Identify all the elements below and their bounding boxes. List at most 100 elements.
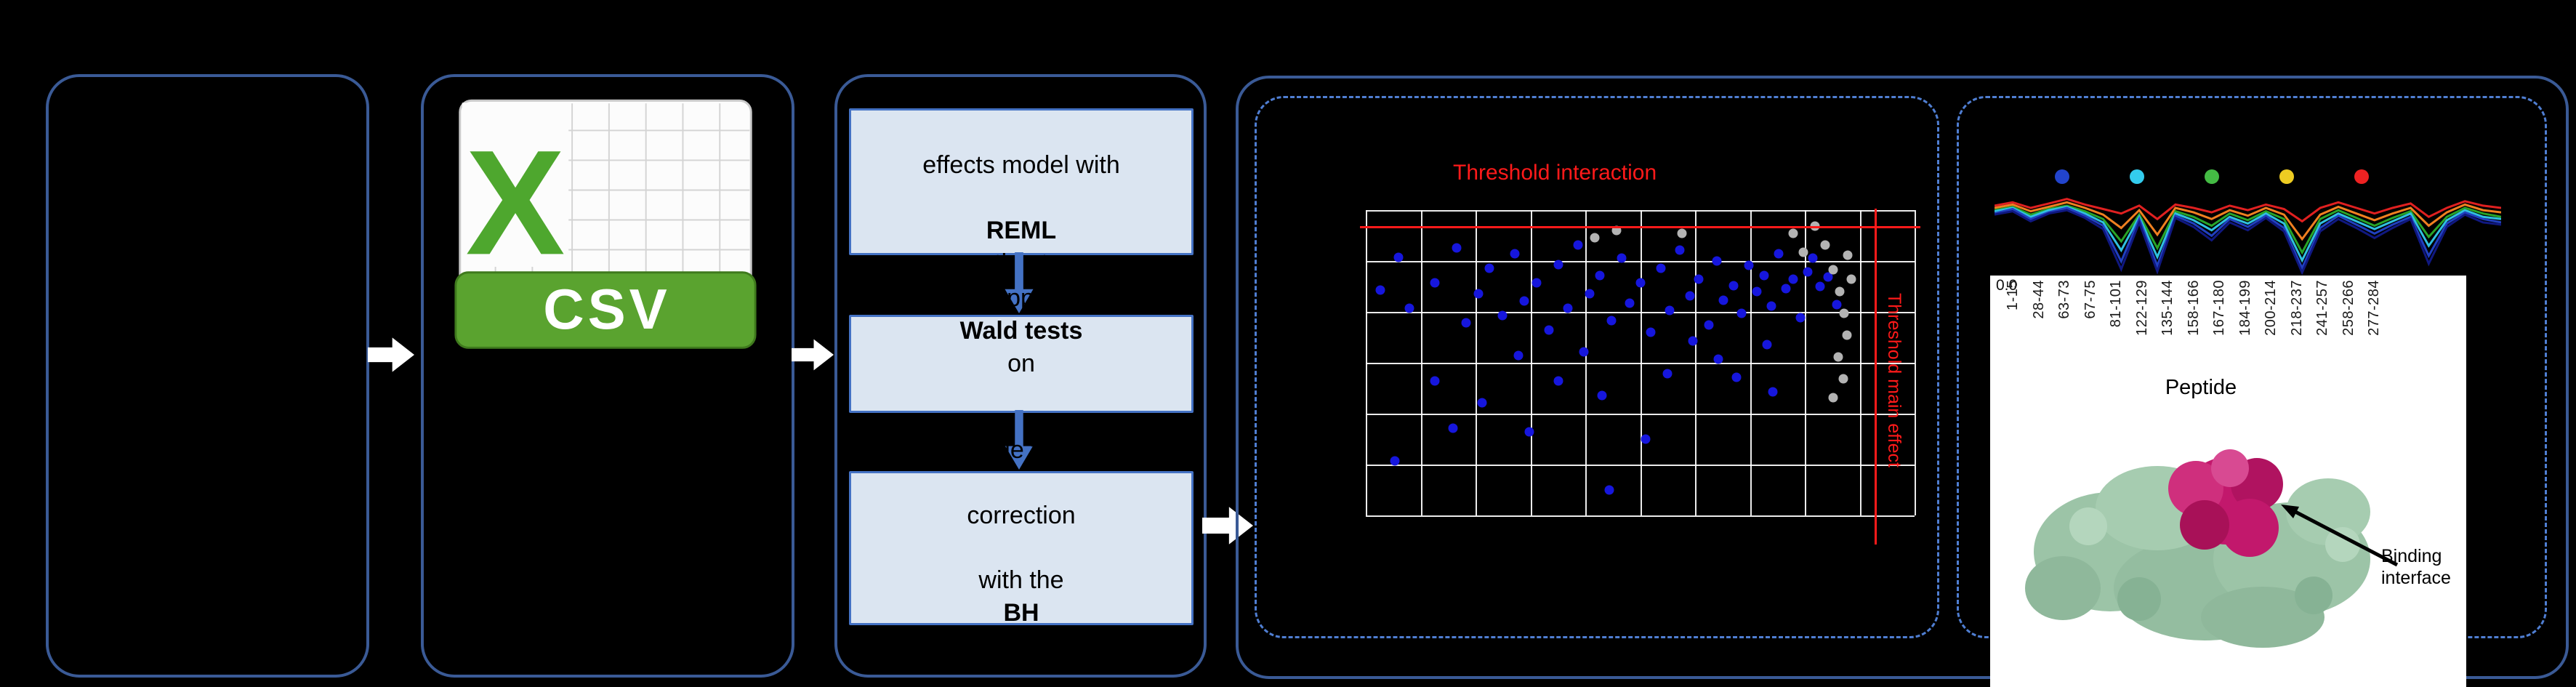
threshold-main-label: Threshold main effect	[1884, 293, 1904, 467]
scatter-point-blue	[1781, 284, 1791, 294]
scatter-point-blue	[1510, 249, 1520, 259]
scatter-point-blue	[1656, 263, 1666, 273]
scatter-point-blue	[1788, 274, 1798, 284]
scatter-point-blue	[1477, 398, 1487, 408]
peptide-tick-label: 67-75	[2082, 280, 2098, 319]
profile-line-red	[1995, 198, 2501, 223]
scatter-point-blue	[1553, 376, 1563, 386]
scatter-point-blue	[1675, 245, 1685, 255]
profile-line-blue	[1995, 206, 2501, 271]
scatter-point-blue	[1579, 347, 1589, 357]
scatter-point-gray	[1843, 250, 1853, 260]
panel-csv-input: X CSV	[421, 74, 794, 678]
threshold-line-interaction	[1360, 226, 1920, 228]
scatter-point-blue	[1404, 303, 1414, 313]
scatter-point-blue	[1718, 295, 1728, 305]
peptide-tick-label: 200-214	[2263, 280, 2279, 336]
gridline	[1366, 260, 1915, 262]
scatter-point-blue	[1606, 316, 1617, 326]
scatter-point-blue	[1604, 485, 1614, 495]
scatter-point-blue	[1688, 336, 1698, 346]
y-axis-tick: 0.0	[1996, 277, 2018, 294]
gridline	[1366, 465, 1915, 466]
step-box-reml: Fit a linear mixed-effects model with REM…	[849, 86, 1194, 277]
scatter-point-blue	[1803, 267, 1813, 277]
legend-dot	[2130, 169, 2144, 184]
scatter-point-blue	[1585, 289, 1595, 299]
scatter-point-blue	[1662, 369, 1673, 379]
legend-dot	[2279, 169, 2294, 184]
scatter-point-blue	[1563, 303, 1573, 313]
peptide-axis-label: Peptide	[2165, 376, 2237, 399]
peptide-tick-label: 277-284	[2366, 280, 2382, 336]
scatter-point-blue	[1544, 325, 1554, 335]
scatter-point-blue	[1393, 252, 1404, 262]
csv-banner	[454, 271, 757, 349]
csv-banner-label: CSV	[543, 277, 670, 341]
profile-line-chart	[1995, 198, 2501, 276]
scatter-point-gray	[1820, 240, 1830, 250]
scatter-point-blue	[1685, 291, 1695, 301]
scatter-point-blue	[1832, 300, 1842, 310]
profile-legend	[2055, 169, 2369, 184]
peptide-tick-label: 28-44	[2030, 280, 2047, 319]
scatter-point-blue	[1744, 260, 1754, 270]
gridline	[1366, 515, 1915, 517]
scatter-point-blue	[1712, 256, 1722, 266]
gridline	[1366, 210, 1915, 212]
protein-structure-image	[2025, 449, 2370, 648]
scatter-point-blue	[1768, 387, 1778, 397]
peptide-tick-label: 241-257	[2314, 280, 2330, 336]
scatter-point-gray	[1590, 233, 1600, 243]
flow-arrow-right-icon	[368, 337, 414, 372]
scatter-point-blue	[1728, 281, 1739, 291]
profile-line-cyan	[1995, 205, 2501, 263]
scatter-point-blue	[1713, 354, 1723, 364]
scatter-point-blue	[1704, 320, 1714, 330]
scatter-point-gray	[1788, 228, 1798, 238]
scatter-point-gray	[1846, 274, 1856, 284]
peptide-tick-label: 63-73	[2056, 280, 2072, 319]
scatter-point-gray	[1828, 265, 1838, 275]
scatter-point-blue	[1524, 427, 1534, 437]
scatter-point-gray	[1839, 308, 1849, 318]
peptide-tick-label: 81-101	[2108, 280, 2124, 328]
scatter-point-gray	[1798, 247, 1808, 257]
scatter-point-blue	[1595, 270, 1605, 281]
flow-arrow-right-icon	[1202, 507, 1253, 545]
scatter-point-blue	[1635, 278, 1646, 288]
panel-step-1	[46, 74, 369, 678]
peptide-tick-label: 158-166	[2185, 280, 2202, 336]
panel-statistics-steps: Fit a linear mixed-effects model with REM…	[834, 74, 1207, 678]
threshold-line-main	[1875, 209, 1877, 545]
scatter-point-blue	[1823, 272, 1833, 282]
peptide-figure-box: 0.0 1-15 28-44 63-73 67-75 81-101 122-129 135-…	[1990, 276, 2466, 687]
flow-arrow-down-icon	[1005, 252, 1034, 313]
step-box-bh: Multiple testing correction with the BH pr…	[849, 436, 1194, 659]
peptide-tick-label: 258-266	[2340, 280, 2356, 336]
scatter-point-blue	[1808, 253, 1818, 263]
peptide-tick-label: 184-199	[2237, 280, 2253, 336]
legend-dot	[2055, 169, 2069, 184]
scatter-point-blue	[1736, 308, 1747, 318]
peptide-tick-label: 122-129	[2133, 280, 2150, 336]
csv-file-icon: X CSV	[454, 99, 757, 349]
scatter-point-blue	[1448, 423, 1458, 433]
scatter-point-blue	[1694, 274, 1704, 284]
scatter-point-blue	[1641, 434, 1651, 444]
scatter-point-gray	[1838, 374, 1848, 384]
scatter-point-blue	[1461, 318, 1471, 328]
gridline	[1366, 363, 1915, 364]
panel-scatter-result: Threshold interaction Threshold main eff…	[1255, 96, 1939, 638]
scatter-point-blue	[1390, 456, 1400, 466]
binding-interface-label: Binding interface	[2381, 546, 2451, 588]
scatter-point-blue	[1625, 298, 1635, 308]
scatter-point-blue	[1762, 340, 1772, 350]
scatter-plot	[1360, 209, 1920, 545]
panel-results-group: Threshold interaction Threshold main eff…	[1236, 76, 2569, 687]
scatter-point-blue	[1665, 305, 1675, 316]
binding-interface-arrow-icon	[2281, 505, 2399, 567]
scatter-point-blue	[1752, 286, 1762, 297]
legend-dot	[2354, 169, 2369, 184]
